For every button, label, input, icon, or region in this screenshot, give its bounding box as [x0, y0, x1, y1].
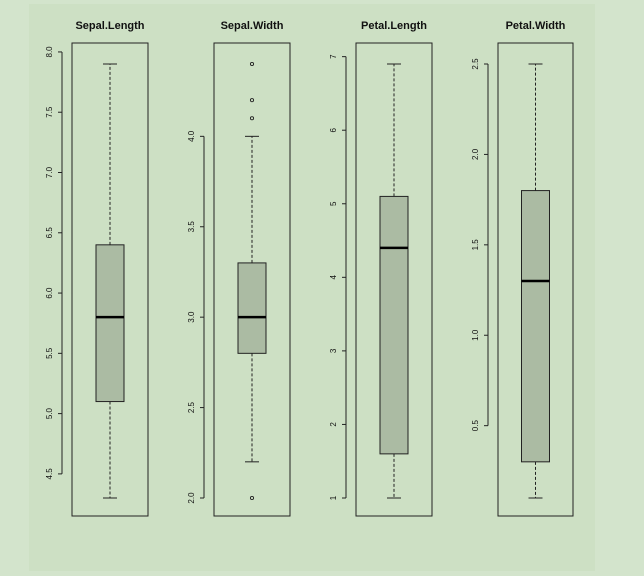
iqr-box	[521, 190, 550, 463]
outlier-point	[249, 495, 255, 501]
iqr-box	[379, 195, 409, 455]
y-tick-label: 0.5	[471, 420, 480, 432]
panel-title: Sepal.Width	[221, 20, 284, 32]
y-tick-label: 7.5	[45, 106, 54, 118]
y-tick-label: 4.5	[45, 468, 54, 480]
y-tick-label: 2.5	[187, 401, 196, 413]
boxplot-figure: Sepal.Length 4.5 5.0 5.5 6.0 6.5 7.0 7.5 8.0 Sepa…	[29, 4, 595, 571]
y-tick-label: 2.0	[471, 148, 480, 160]
y-tick-label: 4	[329, 275, 338, 280]
y-tick-label: 6.0	[45, 287, 54, 299]
y-tick-label: 5.0	[45, 408, 54, 420]
panel-title: Sepal.Length	[75, 20, 144, 32]
y-tick-label: 1.0	[471, 329, 480, 341]
panel-title: Petal.Width	[506, 20, 566, 32]
outlier-point	[249, 116, 255, 121]
y-tick-label: 2	[329, 422, 338, 427]
y-tick-label: 3.5	[187, 221, 196, 233]
panel-title: Petal.Length	[361, 20, 427, 32]
y-tick-label: 4.0	[187, 130, 196, 142]
y-tick-label: 8.0	[45, 46, 54, 58]
y-tick-label: 6.5	[45, 227, 54, 239]
outlier-point	[249, 61, 255, 67]
y-tick-label: 5.5	[45, 347, 54, 359]
boxplot-chart: Sepal.Length 4.5 5.0 5.5 6.0 6.5 7.0 7.5 8.0 Sepa…	[45, 20, 574, 517]
y-tick-label: 1	[329, 495, 338, 500]
plot-frame	[71, 42, 149, 517]
y-tick-label: 3.0	[187, 311, 196, 323]
y-tick-label: 2.5	[471, 58, 480, 70]
plot-frame	[213, 42, 291, 517]
y-tick-label: 6	[329, 127, 338, 132]
iqr-box	[237, 262, 267, 354]
y-tick-label: 3	[329, 348, 338, 353]
iqr-box	[95, 244, 125, 403]
plot-frame	[355, 42, 433, 517]
outlier-point	[249, 98, 255, 103]
y-tick-label: 7	[329, 54, 338, 59]
y-tick-label: 1.5	[471, 239, 480, 251]
y-tick-label: 2.0	[187, 492, 196, 504]
y-tick-label: 7.0	[45, 166, 54, 178]
plot-frame	[497, 42, 574, 517]
y-tick-label: 5	[329, 201, 338, 206]
